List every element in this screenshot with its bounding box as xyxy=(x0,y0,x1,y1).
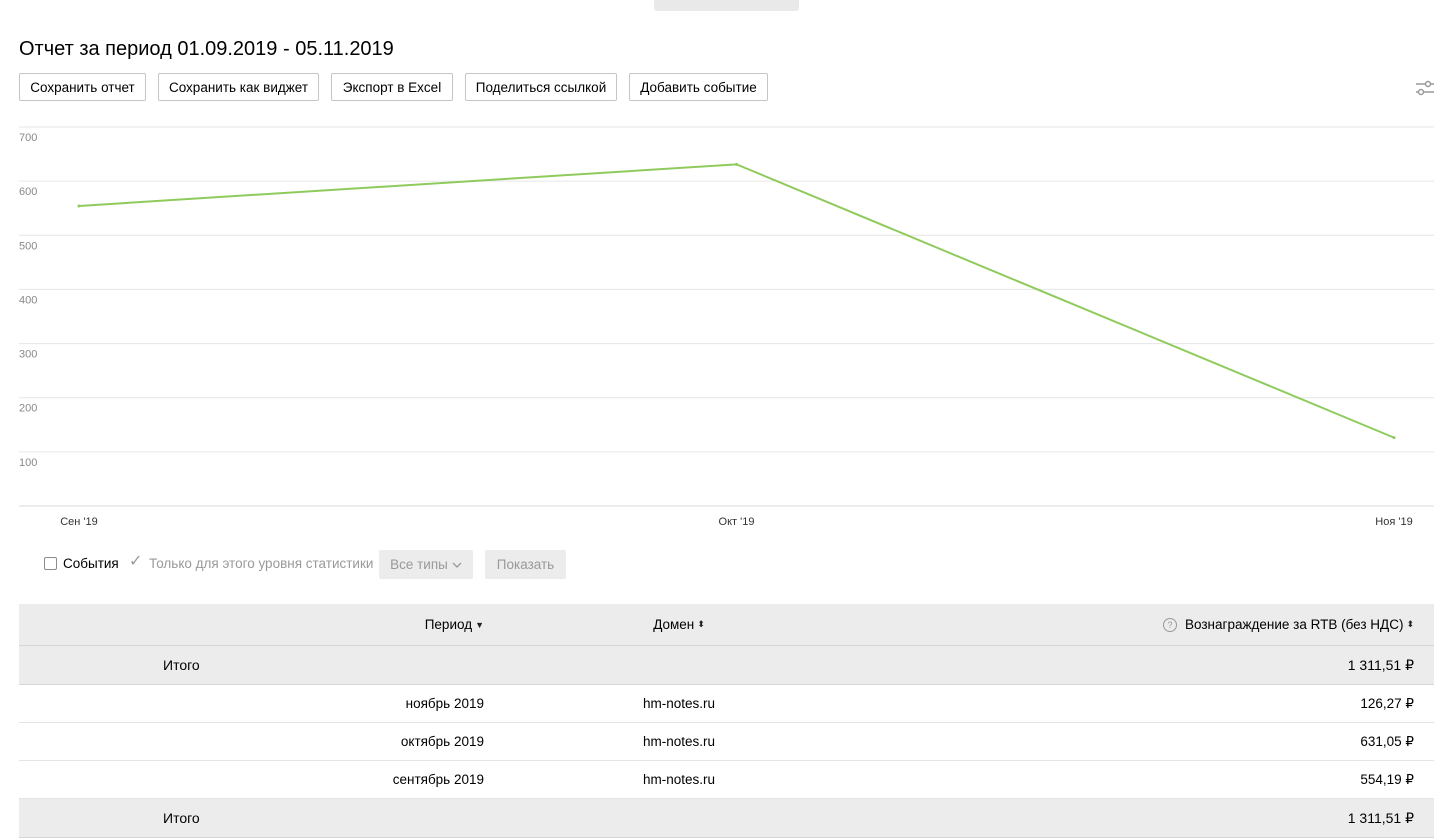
save-as-widget-button[interactable]: Сохранить как виджет xyxy=(158,73,319,101)
domain-cell: hm-notes.ru xyxy=(642,734,716,749)
total-label: Итого xyxy=(163,657,200,673)
x-tick-label: Ноя '19 xyxy=(1375,516,1412,528)
reward-cell: 126,27 ₽ xyxy=(1360,695,1414,711)
save-report-button[interactable]: Сохранить отчет xyxy=(19,73,146,101)
show-events-button[interactable]: Показать xyxy=(485,550,566,579)
data-point xyxy=(77,204,81,208)
sort-icon: ⬍ xyxy=(1406,619,1414,629)
report-table: Период ▼ Домен ⬍ ? Вознаграждение за RTB… xyxy=(19,604,1434,838)
y-tick-label: 700 xyxy=(19,132,37,144)
y-tick-label: 400 xyxy=(19,294,37,306)
y-tick-label: 100 xyxy=(19,457,37,469)
reward-cell: 631,05 ₽ xyxy=(1360,733,1414,749)
events-checkbox[interactable] xyxy=(44,557,57,570)
chart-canvas: 100 200 300 400 500 600 700 Сен '19 Окт '19 Ноя '… xyxy=(19,126,1434,528)
sort-desc-icon: ▼ xyxy=(475,619,484,630)
domain-cell: hm-notes.ru xyxy=(642,696,716,711)
check-icon[interactable]: ✓ xyxy=(129,553,143,570)
reward-header-label: Вознаграждение за RTB (без НДС) xyxy=(1185,617,1404,632)
y-tick-label: 200 xyxy=(19,403,37,415)
y-tick-label: 600 xyxy=(19,186,37,198)
total-value: 1 311,51 ₽ xyxy=(1347,809,1414,826)
table-header: Период ▼ Домен ⬍ ? Вознаграждение за RTB… xyxy=(19,604,1434,646)
table-row: сентябрь 2019 hm-notes.ru 554,19 ₽ xyxy=(19,761,1434,799)
page-title: Отчет за период 01.09.2019 - 05.11.2019 xyxy=(19,38,394,60)
x-tick-label: Окт '19 xyxy=(719,516,755,528)
total-label: Итого xyxy=(163,810,200,826)
domain-cell: hm-notes.ru xyxy=(642,772,716,787)
x-tick-label: Сен '19 xyxy=(60,516,98,528)
sort-icon: ⬍ xyxy=(697,619,705,629)
total-row-top: Итого 1 311,51 ₽ xyxy=(19,646,1434,685)
revenue-line-chart: 100 200 300 400 500 600 700 Сен '19 Окт '19 Ноя '… xyxy=(0,120,1434,530)
y-tick-label: 500 xyxy=(19,240,37,252)
period-cell: октябрь 2019 xyxy=(400,734,484,749)
chevron-down-icon xyxy=(452,562,462,568)
sliders-icon[interactable] xyxy=(1416,78,1434,98)
reward-cell: 554,19 ₽ xyxy=(1360,771,1414,787)
period-header-label: Период xyxy=(424,617,473,632)
add-event-button[interactable]: Добавить событие xyxy=(629,73,768,101)
series-line xyxy=(78,163,1395,439)
domain-column-header[interactable]: Домен ⬍ xyxy=(619,604,739,645)
data-point xyxy=(735,162,738,166)
period-column-header[interactable]: Период ▼ xyxy=(425,604,484,645)
table-row: октябрь 2019 hm-notes.ru 631,05 ₽ xyxy=(19,723,1434,761)
only-level-label: Только для этого уровня статистики xyxy=(149,556,374,571)
period-cell: сентябрь 2019 xyxy=(392,772,484,787)
export-excel-button[interactable]: Экспорт в Excel xyxy=(331,73,453,101)
event-types-label: Все типы xyxy=(390,557,448,572)
help-icon[interactable]: ? xyxy=(1163,617,1177,632)
y-tick-label: 300 xyxy=(19,349,37,361)
domain-header-label: Домен xyxy=(653,617,695,632)
table-row: ноябрь 2019 hm-notes.ru 126,27 ₽ xyxy=(19,685,1434,723)
top-tab-stub xyxy=(654,0,799,11)
total-row-bottom: Итого 1 311,51 ₽ xyxy=(19,799,1434,838)
data-point xyxy=(1392,436,1396,440)
reward-column-header[interactable]: ? Вознаграждение за RTB (без НДС) ⬍ xyxy=(1163,604,1414,645)
total-value: 1 311,51 ₽ xyxy=(1347,656,1414,673)
share-link-button[interactable]: Поделиться ссылкой xyxy=(465,73,617,101)
events-checkbox-label: События xyxy=(63,556,119,571)
period-cell: ноябрь 2019 xyxy=(405,696,484,711)
event-types-dropdown[interactable]: Все типы xyxy=(379,550,473,579)
